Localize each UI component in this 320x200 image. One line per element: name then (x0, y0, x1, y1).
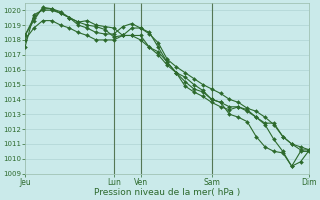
X-axis label: Pression niveau de la mer( hPa ): Pression niveau de la mer( hPa ) (94, 188, 240, 197)
